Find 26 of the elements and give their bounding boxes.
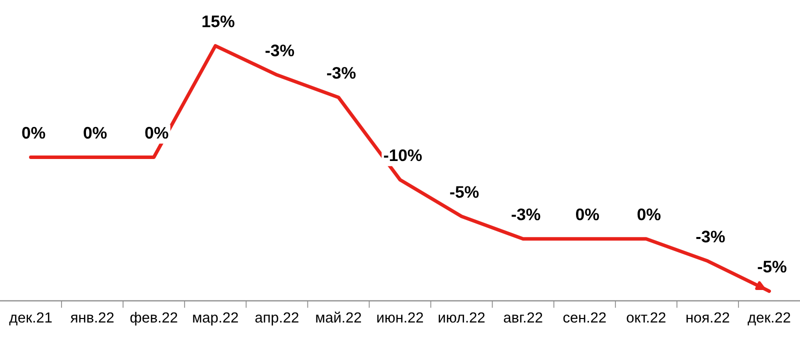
annotation: 0% bbox=[576, 208, 599, 220]
annotation: -3% bbox=[327, 66, 356, 79]
x-tick-label: июн.22 bbox=[377, 312, 423, 323]
x-tick-label: июл.22 bbox=[438, 312, 485, 323]
annotation: 0% bbox=[84, 126, 107, 139]
x-tick-label: дек.22 bbox=[748, 312, 790, 326]
x-tick-label: янв.22 bbox=[70, 312, 114, 322]
annotation: 0% bbox=[638, 208, 661, 220]
annotation: 0% bbox=[22, 126, 46, 139]
annotation: -3% bbox=[266, 44, 294, 56]
x-tick-label: ноя.22 bbox=[686, 312, 730, 323]
annotation: 15% bbox=[202, 16, 234, 28]
annotation: -5% bbox=[450, 186, 479, 198]
x-tick-label: апр.22 bbox=[255, 312, 298, 326]
annotation: -10% bbox=[384, 149, 422, 162]
annotation: 0% bbox=[145, 126, 168, 139]
annotation: -5% bbox=[758, 260, 786, 273]
x-tick-label: авг.22 bbox=[504, 312, 542, 323]
annotation: -3% bbox=[696, 230, 725, 242]
x-tick-label: май.22 bbox=[316, 312, 362, 323]
x-tick-label: мар.22 bbox=[193, 312, 238, 326]
x-tick-label: окт.22 bbox=[626, 312, 666, 323]
x-tick-label: фев.22 bbox=[130, 312, 178, 326]
x-tick-label: дек.21 bbox=[9, 312, 52, 326]
annotation: -3% bbox=[512, 208, 540, 220]
x-tick-label: сен.22 bbox=[563, 312, 606, 323]
